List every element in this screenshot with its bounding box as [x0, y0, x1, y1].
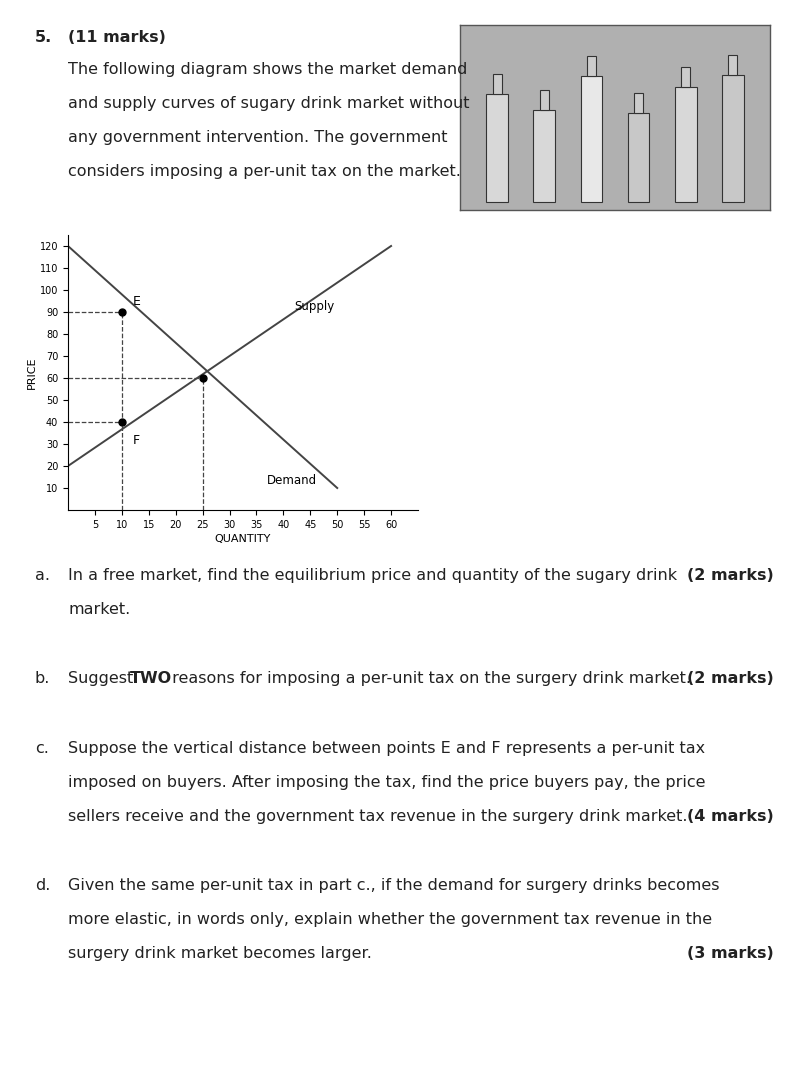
Text: a.: a. [35, 568, 50, 583]
Text: E: E [132, 295, 140, 308]
Text: considers imposing a per-unit tax on the market.: considers imposing a per-unit tax on the… [68, 164, 461, 179]
Bar [680, 67, 689, 87]
Text: In a free market, find the equilibrium price and quantity of the sugary drink: In a free market, find the equilibrium p… [68, 568, 676, 583]
Bar [533, 111, 555, 201]
X-axis label: QUANTITY: QUANTITY [215, 534, 271, 544]
Bar [486, 95, 508, 201]
Bar [721, 76, 743, 201]
Bar [727, 55, 736, 76]
Text: TWO: TWO [130, 672, 172, 687]
Bar [580, 76, 602, 201]
Text: The following diagram shows the market demand: The following diagram shows the market d… [68, 62, 467, 77]
Bar [674, 87, 696, 201]
Text: (2 marks): (2 marks) [686, 568, 773, 583]
Text: market.: market. [68, 602, 130, 617]
Text: Demand: Demand [267, 473, 317, 486]
Text: (11 marks): (11 marks) [68, 30, 165, 45]
Text: and supply curves of sugary drink market without: and supply curves of sugary drink market… [68, 96, 469, 111]
Text: sellers receive and the government tax revenue in the surgery drink market.: sellers receive and the government tax r… [68, 809, 687, 824]
Text: (2 marks): (2 marks) [686, 672, 773, 687]
Bar [586, 55, 595, 76]
Text: (3 marks): (3 marks) [686, 947, 773, 962]
Text: 5.: 5. [35, 30, 52, 45]
Text: Suggest: Suggest [68, 672, 138, 687]
Text: c.: c. [35, 741, 49, 756]
Bar [627, 113, 649, 201]
Bar [539, 91, 548, 111]
Text: any government intervention. The government: any government intervention. The governm… [68, 130, 447, 145]
Text: surgery drink market becomes larger.: surgery drink market becomes larger. [68, 947, 371, 962]
Text: (4 marks): (4 marks) [686, 809, 773, 824]
Bar [633, 93, 642, 113]
Text: more elastic, in words only, explain whether the government tax revenue in the: more elastic, in words only, explain whe… [68, 912, 711, 927]
Text: imposed on buyers. After imposing the tax, find the price buyers pay, the price: imposed on buyers. After imposing the ta… [68, 775, 705, 790]
Text: F: F [132, 434, 139, 447]
Text: Supply: Supply [294, 300, 334, 312]
Text: Suppose the vertical distance between points E and F represents a per-unit tax: Suppose the vertical distance between po… [68, 741, 704, 756]
Text: b.: b. [35, 672, 50, 687]
Bar [492, 75, 501, 95]
Text: d.: d. [35, 878, 50, 893]
Text: Given the same per-unit tax in part c., if the demand for surgery drinks becomes: Given the same per-unit tax in part c., … [68, 878, 719, 893]
Y-axis label: PRICE: PRICE [27, 356, 37, 389]
Text: reasons for imposing a per-unit tax on the surgery drink market.: reasons for imposing a per-unit tax on t… [167, 672, 690, 687]
